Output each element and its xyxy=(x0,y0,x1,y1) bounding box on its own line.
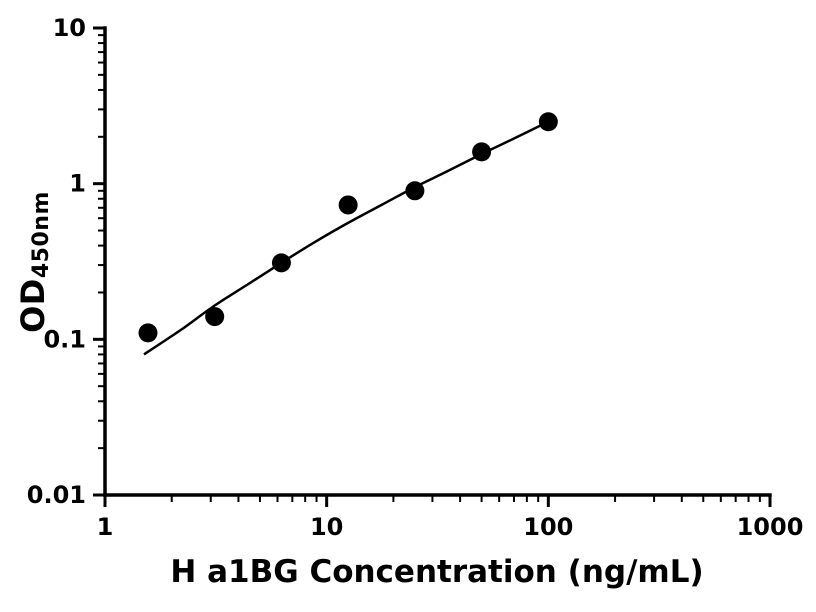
y-axis-title-main: OD xyxy=(14,278,52,333)
data-point xyxy=(472,142,492,162)
y-tick-label: 1 xyxy=(69,170,86,198)
x-axis-title: H a1BG Concentration (ng/mL) xyxy=(170,554,704,590)
y-tick-label: 10 xyxy=(53,14,86,42)
y-axis-title: OD450nm xyxy=(14,191,54,333)
x-tick-label: 1000 xyxy=(737,513,804,541)
x-tick-label: 1 xyxy=(97,513,114,541)
x-tick-label: 10 xyxy=(310,513,343,541)
data-point xyxy=(538,112,558,132)
y-tick-label: 0.1 xyxy=(43,325,86,353)
data-point xyxy=(138,323,158,343)
x-tick-label: 100 xyxy=(523,513,573,541)
y-axis-title-sub: 450nm xyxy=(29,191,54,279)
data-point xyxy=(338,195,358,215)
data-point xyxy=(405,181,425,201)
y-tick-label: 0.01 xyxy=(27,481,86,509)
data-point xyxy=(205,307,225,327)
data-point xyxy=(271,253,291,273)
